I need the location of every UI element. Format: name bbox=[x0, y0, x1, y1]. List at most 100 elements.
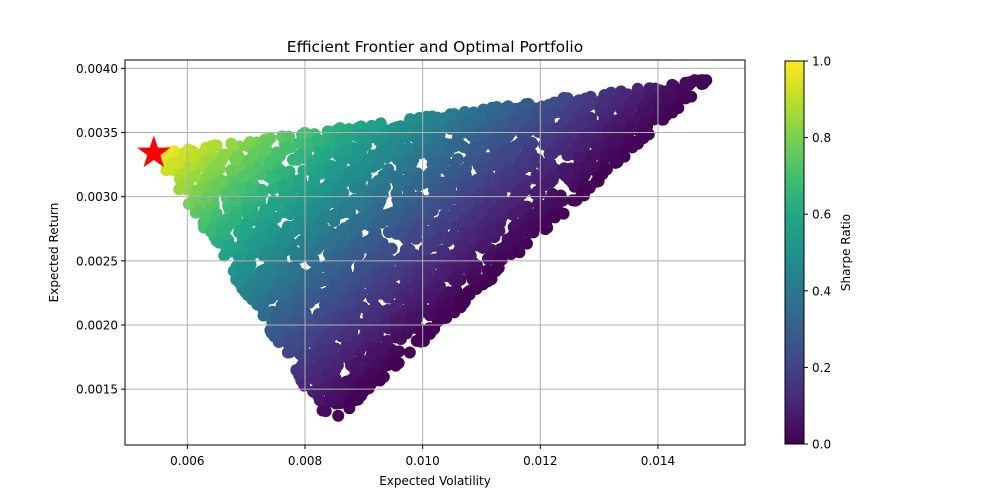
portfolio-point bbox=[365, 119, 378, 132]
portfolio-point bbox=[353, 219, 366, 232]
portfolio-point bbox=[562, 109, 575, 122]
portfolio-point bbox=[259, 143, 272, 156]
portfolio-point bbox=[265, 259, 278, 272]
portfolio-point bbox=[380, 242, 393, 255]
portfolio-point bbox=[314, 275, 327, 288]
portfolio-point bbox=[388, 356, 401, 369]
y-tick-label: 0.0040 bbox=[76, 62, 118, 76]
colorbar-gradient bbox=[784, 60, 805, 445]
x-axis-ticks: 0.006 0.008 0.010 0.012 0.014 bbox=[170, 445, 675, 468]
chart-title: Efficient Frontier and Optimal Portfolio bbox=[287, 38, 583, 56]
portfolio-point bbox=[263, 157, 276, 170]
portfolio-point bbox=[373, 269, 386, 282]
portfolio-point bbox=[541, 109, 554, 122]
portfolio-point bbox=[546, 174, 559, 187]
portfolio-point bbox=[437, 245, 450, 258]
colorbar-tick-label: 0.8 bbox=[812, 131, 831, 145]
portfolio-point bbox=[210, 207, 223, 220]
portfolio-point bbox=[167, 157, 180, 170]
portfolio-point bbox=[459, 162, 472, 175]
portfolio-point bbox=[339, 206, 352, 219]
portfolio-point bbox=[428, 180, 441, 193]
portfolio-point bbox=[319, 237, 332, 250]
portfolio-point bbox=[362, 155, 375, 168]
portfolio-point bbox=[506, 208, 519, 221]
portfolio-point bbox=[418, 131, 431, 144]
y-tick-label: 0.0035 bbox=[76, 126, 118, 140]
colorbar-tick-label: 0.2 bbox=[812, 361, 831, 375]
y-tick-label: 0.0025 bbox=[76, 254, 118, 268]
portfolio-point bbox=[517, 110, 530, 123]
portfolio-point bbox=[306, 222, 319, 235]
portfolio-point bbox=[561, 92, 574, 105]
portfolio-point bbox=[449, 121, 462, 134]
portfolio-point bbox=[597, 98, 610, 111]
portfolio-point bbox=[449, 139, 462, 152]
portfolio-point bbox=[529, 207, 542, 220]
portfolio-point bbox=[393, 130, 406, 143]
portfolio-point bbox=[520, 237, 533, 250]
colorbar-tick-label: 0.4 bbox=[812, 284, 831, 298]
portfolio-point bbox=[365, 349, 378, 362]
portfolio-point bbox=[260, 245, 273, 258]
portfolio-point bbox=[307, 385, 320, 398]
portfolio-point bbox=[449, 206, 462, 219]
portfolio-point bbox=[487, 224, 500, 237]
portfolio-point bbox=[583, 95, 596, 108]
portfolio-point bbox=[487, 207, 500, 220]
portfolio-point bbox=[242, 216, 255, 229]
portfolio-point bbox=[394, 333, 407, 345]
portfolio-point bbox=[544, 210, 557, 223]
portfolio-point bbox=[311, 200, 324, 213]
portfolio-point bbox=[390, 299, 403, 312]
portfolio-point bbox=[244, 136, 257, 149]
portfolio-point bbox=[176, 178, 189, 191]
portfolio-point bbox=[625, 121, 638, 134]
portfolio-point bbox=[277, 264, 290, 277]
portfolio-point bbox=[210, 181, 223, 194]
portfolio-point bbox=[373, 134, 386, 147]
portfolio-point bbox=[289, 261, 302, 274]
portfolio-point bbox=[362, 256, 375, 269]
portfolio-point bbox=[279, 233, 292, 246]
portfolio-point bbox=[585, 113, 598, 126]
portfolio-point bbox=[199, 192, 212, 205]
portfolio-point bbox=[526, 218, 539, 231]
portfolio-point bbox=[300, 332, 313, 345]
portfolio-point bbox=[539, 131, 552, 144]
portfolio-point bbox=[230, 212, 243, 225]
portfolio-point bbox=[631, 90, 644, 103]
x-tick-label: 0.010 bbox=[405, 454, 439, 468]
portfolio-point bbox=[299, 137, 312, 150]
portfolio-point bbox=[479, 151, 491, 164]
portfolio-point bbox=[275, 311, 288, 324]
portfolio-point bbox=[390, 208, 403, 221]
portfolio-point bbox=[424, 325, 437, 338]
portfolio-point bbox=[472, 192, 485, 205]
portfolio-point bbox=[403, 243, 416, 256]
portfolio-point bbox=[310, 260, 323, 273]
portfolio-point bbox=[319, 405, 332, 418]
portfolio-point bbox=[476, 241, 489, 254]
portfolio-point bbox=[273, 199, 286, 212]
portfolio-point bbox=[226, 139, 239, 152]
portfolio-point bbox=[451, 270, 464, 283]
portfolio-point bbox=[470, 140, 483, 153]
portfolio-point bbox=[430, 155, 443, 168]
portfolio-point bbox=[288, 245, 301, 258]
portfolio-point bbox=[374, 117, 387, 130]
portfolio-point bbox=[241, 257, 254, 270]
portfolio-point bbox=[539, 157, 552, 170]
portfolio-point bbox=[464, 215, 477, 228]
portfolio-point bbox=[466, 274, 479, 287]
portfolio-point bbox=[408, 192, 421, 205]
portfolio-point bbox=[482, 274, 495, 287]
portfolio-point bbox=[229, 196, 242, 209]
portfolio-point bbox=[346, 309, 359, 322]
portfolio-point bbox=[294, 361, 307, 374]
portfolio-point bbox=[417, 335, 430, 348]
portfolio-point bbox=[198, 209, 211, 222]
portfolio-point bbox=[271, 283, 284, 296]
x-tick-label: 0.006 bbox=[170, 454, 204, 468]
